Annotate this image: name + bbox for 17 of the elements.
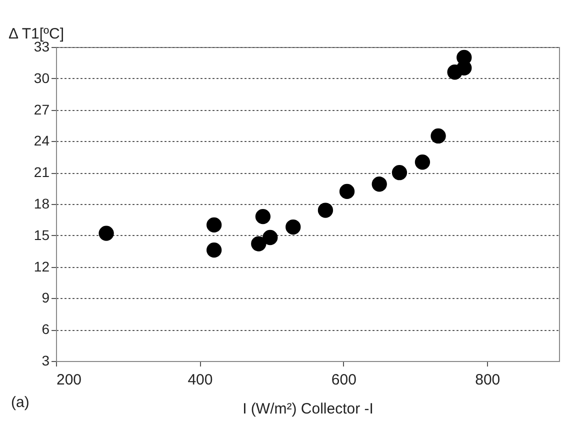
y-tick-label: 15 xyxy=(34,226,50,243)
x-tick-label: 600 xyxy=(331,372,356,388)
y-tick-label: 18 xyxy=(34,196,50,212)
y-tick-label: 6 xyxy=(42,321,50,338)
y-tick-label: 27 xyxy=(34,101,50,118)
x-tick-label: 400 xyxy=(188,372,213,388)
text: (a) xyxy=(11,394,30,411)
x-tick-label: 200 xyxy=(56,372,82,388)
y-tick-label: 9 xyxy=(42,290,50,306)
x-tick-label: 800 xyxy=(475,372,500,388)
y-tick-label: 3 xyxy=(42,352,50,368)
y-tick-label: 12 xyxy=(34,258,50,274)
y-tick-label: 30 xyxy=(34,70,50,86)
y-axis-title: Δ T1[ºC] xyxy=(8,26,64,42)
y-tick-label: 21 xyxy=(34,164,50,180)
y-tick-label: 24 xyxy=(34,132,50,149)
x-axis-title: I (W/m²) Collector -I xyxy=(242,400,374,418)
